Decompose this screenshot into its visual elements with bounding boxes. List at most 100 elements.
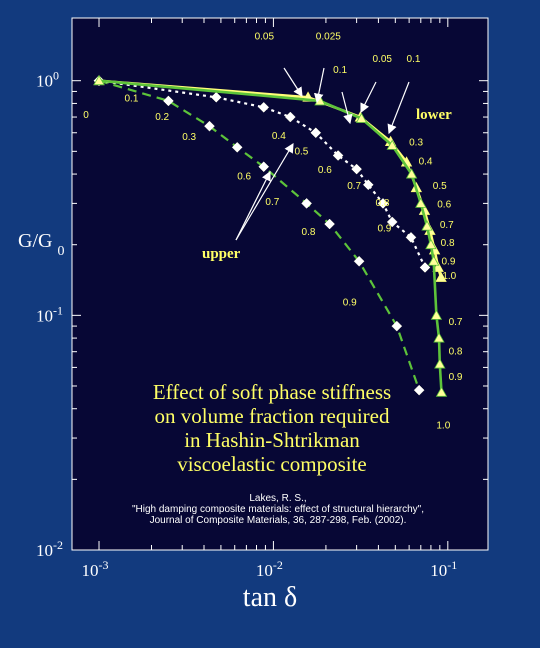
data-point-diamond [377,198,389,209]
lower-arrow-2 [313,67,325,104]
point-label: 0.6 [318,165,332,176]
x-tick-label-base: 10 [430,561,447,580]
data-point-triangle [433,332,445,343]
data-point-diamond [332,150,344,161]
y-tick-label-exponent: 0 [53,69,59,83]
point-label: 0.7 [449,317,463,328]
point-label: 1.0 [436,420,450,431]
data-point-triangle [428,255,440,266]
data-point-triangle [432,261,444,272]
point-label: 0.4 [272,131,286,142]
x-tick-label: 10-3 [82,558,109,580]
point-label: 0.7 [440,220,454,231]
data-point-diamond [310,127,322,139]
data-point-triangle [435,386,448,397]
y-axis-label-subscript: 0 [57,244,64,259]
chart-title-line-4: viscoelastic composite [177,452,367,476]
x-axis-label: tan δ [243,582,297,613]
point-label: 0.7 [265,197,279,208]
data-point-diamond [324,218,335,230]
label-layer: 0.1 0.2 0.3 0.6 0.7 0.8 0.9 0.4 0.5 0.6 0.7 0.8 0.9 0… [124,31,462,431]
citation-line-1: Lakes, R. S., [249,493,306,504]
point-label: 0.9 [449,372,463,383]
y-tick-label: 100 [36,69,59,91]
data-point-diamond [413,384,425,396]
data-point-diamond [353,255,365,267]
data-point-diamond [258,101,270,113]
point-label: 1.0 [442,271,456,282]
data-point-triangle [435,271,447,282]
arrow-point-label: 0.025 [316,31,341,42]
chart-title-line-2: on volume fraction required [155,404,390,428]
data-point-triangle [415,197,427,208]
point-label: 0.9 [377,223,391,234]
data-point-triangle [355,112,368,123]
point-label: 0.9 [441,256,455,267]
y-tick-label-exponent: -1 [53,303,63,317]
start-point-label: 0 [83,110,89,121]
data-point-triangle [93,74,105,86]
point-label: 0.5 [433,181,447,192]
upper-arrow-2 [235,142,294,241]
data-point-diamond [405,231,417,243]
data-point-triangle [434,358,446,369]
data-point-triangle [386,139,398,150]
lower-arrow-4 [360,81,377,114]
lower-arrow-3 [341,91,353,125]
x-tick-label: 10-2 [256,558,283,580]
point-label: 0.5 [294,146,308,157]
plot-frame [71,17,489,551]
point-label: 0.7 [347,181,361,192]
data-point-diamond [386,216,398,228]
data-point-diamond [163,95,174,107]
data-point-triangle [405,168,418,179]
y-tick-label-base: 10 [36,72,53,91]
y-tick-label: 10-2 [36,538,63,560]
y-tick-label: 10-1 [36,303,63,325]
arrow-point-label: 0.05 [373,54,393,65]
data-point-diamond [210,91,222,103]
point-label: 0.8 [376,198,390,209]
data-point-diamond [231,141,243,153]
point-label: 0.9 [343,298,357,309]
y-axis-label: G/G 0 [18,230,64,259]
citation-line-2: "High damping composite materials: effec… [132,504,424,515]
lower-arrow-5 [387,81,410,135]
arrow-point-label: 0.1 [407,54,421,65]
x-tick-label-exponent: -3 [99,558,109,572]
data-point-triangle [425,238,437,250]
point-label: 0.6 [237,171,251,182]
upper-arrow-1 [235,170,271,241]
x-tick-label-base: 10 [256,561,273,580]
y-axis-label-main: G/G [18,230,52,252]
data-point-diamond [391,320,403,332]
data-point-diamond [419,262,431,273]
x-tick-label-base: 10 [82,561,99,580]
upper-label: upper [202,246,241,262]
y-tick-label-exponent: -2 [53,538,63,552]
point-label: 0.8 [441,238,455,249]
data-point-diamond [284,111,296,123]
y-tick-label-base: 10 [36,541,53,560]
point-label: 0.3 [409,137,423,148]
y-tick-label-base: 10 [36,306,53,325]
data-point-diamond [351,163,362,175]
point-label: 0.6 [437,200,451,211]
x-tick-label-exponent: -1 [447,558,457,572]
point-label: 0.1 [124,94,138,105]
x-tick-label: 10-1 [430,558,457,580]
point-label: 0.2 [155,112,169,123]
x-tick-label-exponent: -2 [273,558,283,572]
point-label: 0.8 [302,227,316,238]
lower-arrow-1 [283,67,303,98]
series-layer [93,74,448,397]
lower-label: lower [416,107,452,123]
data-point-triangle [430,309,443,320]
point-label: 0.8 [449,347,463,358]
point-label: 0.4 [419,156,433,167]
data-point-diamond [301,198,312,209]
arrow-point-label: 0.1 [333,65,347,76]
citation-line-3: Journal of Composite Materials, 36, 287-… [150,515,407,526]
